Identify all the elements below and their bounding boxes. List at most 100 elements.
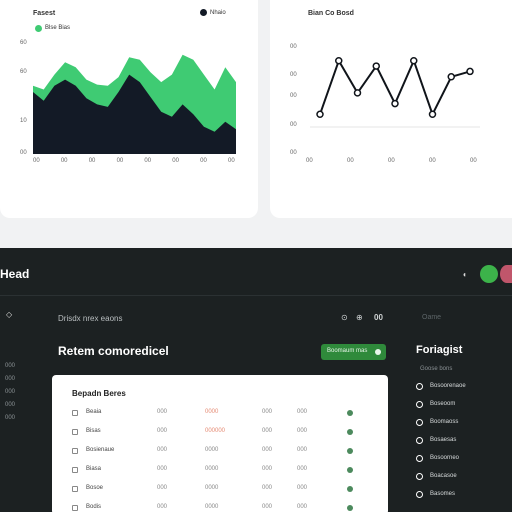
- tab-right[interactable]: Oame: [422, 314, 442, 321]
- y-tick: 00: [290, 72, 297, 78]
- profile-avatar[interactable]: [500, 265, 512, 283]
- table-cell: 000: [262, 466, 273, 472]
- table-cell: 000: [297, 504, 308, 510]
- y-tick: 10: [20, 118, 27, 124]
- sidebar-item[interactable]: 000: [5, 363, 16, 369]
- panel-subtitle: Goose bons: [420, 366, 453, 372]
- line-chart-plot: [310, 56, 480, 128]
- table-title: Bepadn Beres: [72, 389, 126, 398]
- table-cell: 000: [262, 504, 273, 510]
- table-cell: Biasa: [86, 466, 102, 472]
- table-cell: 000: [157, 409, 168, 415]
- filter-icon[interactable]: ⊙: [341, 313, 348, 322]
- settings-button[interactable]: [480, 265, 498, 283]
- legend-swatch-dark: [200, 9, 207, 16]
- x-tick: 00: [144, 158, 152, 164]
- panel-item-label: Bosoorenaoe: [430, 383, 466, 389]
- table-row[interactable]: Beaia 000 0000 000 000: [72, 407, 372, 419]
- radio-icon[interactable]: [416, 491, 423, 498]
- radio-icon[interactable]: [416, 437, 423, 444]
- brand-logo[interactable]: Head: [0, 267, 30, 281]
- area-chart-card: Fasest Blse Bias Nhaio 60 60 10 00 00 00 0…: [0, 0, 258, 218]
- panel-list-item[interactable]: Boacasoe: [416, 471, 512, 483]
- count-badge: 00: [374, 313, 383, 322]
- panel-item-label: Boseoom: [430, 401, 456, 407]
- status-dot: [347, 467, 353, 473]
- legend-swatch: [35, 25, 42, 32]
- table-row[interactable]: Bosoe 000 0000 000 000: [72, 483, 372, 495]
- table-row[interactable]: Bisas 000 000000 000 000: [72, 426, 372, 438]
- x-tick: 00: [88, 158, 96, 164]
- row-checkbox[interactable]: [72, 467, 78, 473]
- line-point: [353, 89, 362, 97]
- table-cell: 000: [262, 428, 273, 434]
- table-cell: Bosoe: [86, 485, 104, 491]
- radio-icon[interactable]: [416, 473, 423, 480]
- row-checkbox[interactable]: [72, 505, 78, 511]
- panel-list-item[interactable]: Bosaesas: [416, 435, 512, 447]
- table-cell: 0000: [205, 485, 219, 491]
- row-checkbox[interactable]: [72, 486, 78, 492]
- x-tick: 00: [228, 158, 235, 164]
- table-cell: Bodis: [86, 504, 102, 510]
- table-cell: 0000: [205, 409, 219, 415]
- page-title: Retem comoredicel: [58, 344, 169, 358]
- sidebar-item[interactable]: 000: [5, 389, 16, 395]
- table-cell: 000: [157, 485, 168, 491]
- radio-icon[interactable]: [416, 383, 423, 390]
- status-dot: [347, 505, 353, 511]
- panel-list-item[interactable]: Bosoorneo: [416, 453, 512, 465]
- table-cell: 0000: [205, 504, 219, 510]
- legend-label-dark: Nhaio: [210, 10, 226, 16]
- sidebar-item[interactable]: 000: [5, 402, 16, 408]
- panel-item-label: Bosaesas: [430, 437, 457, 443]
- sidebar-item[interactable]: 000: [5, 415, 16, 421]
- sidebar-item[interactable]: 000: [5, 376, 16, 382]
- y-tick: 00: [290, 150, 297, 156]
- y-tick: 00: [290, 44, 297, 50]
- line-point: [316, 110, 324, 119]
- table-cell: 000: [157, 428, 168, 434]
- header-divider: [0, 295, 512, 296]
- panel-list-item[interactable]: Bosoorenaoe: [416, 381, 512, 393]
- panel-title: Foriagist: [416, 344, 463, 356]
- table-cell: 000: [157, 504, 168, 510]
- table-cell: 000: [157, 466, 168, 472]
- status-dot: [347, 448, 353, 454]
- panel-list-item[interactable]: Boseoom: [416, 399, 512, 411]
- table-row[interactable]: Biasa 000 0000 000 000: [72, 464, 372, 476]
- radio-icon[interactable]: [416, 455, 423, 462]
- table-cell: 0000: [205, 447, 219, 453]
- y-tick: 60: [20, 69, 27, 75]
- table-cell: 000: [297, 466, 308, 472]
- panel-list-item[interactable]: Boomaoss: [416, 417, 512, 429]
- table-cell: 000: [297, 447, 308, 453]
- panel-item-label: Basomes: [430, 491, 456, 497]
- row-checkbox[interactable]: [72, 448, 78, 454]
- radio-icon[interactable]: [416, 401, 423, 408]
- radio-icon[interactable]: [416, 419, 423, 426]
- table-cell: 000: [157, 447, 168, 453]
- x-tick: 00: [60, 158, 68, 164]
- panel-list-item[interactable]: Basomes: [416, 489, 512, 501]
- legend-label: Blse Bias: [45, 25, 71, 31]
- table-cell: Beaia: [86, 409, 102, 415]
- add-icon[interactable]: ⊕: [356, 313, 363, 322]
- row-checkbox[interactable]: [72, 429, 78, 435]
- table-cell: Bisas: [86, 428, 101, 434]
- row-checkbox[interactable]: [72, 410, 78, 416]
- x-tick: 00: [470, 158, 477, 164]
- chart-title: Bian Co Bosd: [308, 10, 354, 17]
- x-tick: 00: [200, 158, 207, 164]
- menu-icon[interactable]: ◇: [6, 310, 13, 319]
- table-cell: 000: [297, 409, 308, 415]
- table-cell: Bosienaue: [86, 447, 115, 453]
- table-row[interactable]: Bodis 000 0000 000 000: [72, 502, 372, 512]
- table-row[interactable]: Bosienaue 000 0000 000 000: [72, 445, 372, 457]
- line-point: [447, 73, 455, 81]
- status-dot: [347, 486, 353, 492]
- notification-icon[interactable]: ◖: [462, 270, 467, 279]
- add-button[interactable]: Boomaum mas: [321, 344, 386, 360]
- line-point: [466, 67, 474, 76]
- y-tick: 00: [20, 150, 27, 156]
